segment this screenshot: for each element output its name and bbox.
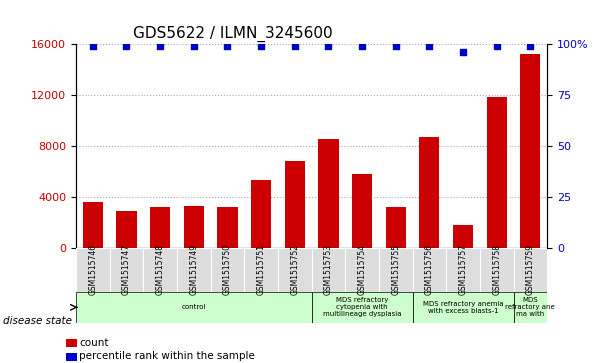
Text: GSM1515754: GSM1515754 (358, 244, 367, 295)
Bar (150, 207, 170, 248)
Bar (251, 180, 271, 248)
Point (391, 43, 401, 49)
Point (458, 49, 468, 55)
Text: GSM1515748: GSM1515748 (156, 244, 165, 295)
Bar (514, 248, 547, 291)
Bar (218, 207, 238, 248)
Bar (76, 291, 311, 323)
Bar (385, 207, 406, 248)
Bar (116, 211, 137, 248)
Bar (184, 206, 204, 248)
Bar (520, 54, 541, 248)
Text: GSM1515750: GSM1515750 (223, 244, 232, 295)
Text: GSM1515756: GSM1515756 (425, 244, 434, 295)
Text: GSM1515749: GSM1515749 (189, 244, 198, 295)
Text: control: control (182, 304, 206, 310)
Bar (453, 225, 473, 248)
Text: disease state: disease state (3, 316, 72, 326)
Point (122, 43, 131, 49)
Point (290, 43, 300, 49)
Bar (177, 248, 210, 291)
Text: MDS
refractory ane
ma with: MDS refractory ane ma with (505, 297, 555, 317)
Point (189, 43, 199, 49)
Bar (244, 248, 278, 291)
Bar (285, 161, 305, 248)
Text: GSM1515753: GSM1515753 (324, 244, 333, 295)
Point (323, 43, 333, 49)
Text: GSM1515752: GSM1515752 (290, 244, 299, 295)
Bar (319, 139, 339, 248)
Text: GSM1515746: GSM1515746 (88, 244, 97, 295)
Point (492, 43, 502, 49)
Text: percentile rank within the sample: percentile rank within the sample (79, 351, 255, 362)
Bar (345, 248, 379, 291)
Point (424, 43, 434, 49)
Bar (143, 248, 177, 291)
Bar (210, 248, 244, 291)
Bar (352, 174, 372, 248)
Text: MDS refractory
cytopenia with
multilineage dysplasia: MDS refractory cytopenia with multilinea… (323, 297, 401, 317)
Bar (420, 137, 440, 248)
Bar (486, 97, 507, 248)
Bar (379, 248, 413, 291)
Bar (311, 291, 413, 323)
Text: GSM1515759: GSM1515759 (526, 244, 535, 295)
Text: GDS5622 / ILMN_3245600: GDS5622 / ILMN_3245600 (133, 26, 332, 42)
Bar (413, 248, 446, 291)
Bar (278, 248, 311, 291)
Point (88, 43, 98, 49)
Text: GSM1515751: GSM1515751 (257, 244, 266, 295)
Point (223, 43, 232, 49)
Text: GSM1515758: GSM1515758 (492, 244, 501, 295)
Point (525, 43, 535, 49)
Text: GSM1515747: GSM1515747 (122, 244, 131, 295)
Bar (446, 248, 480, 291)
Bar (83, 202, 103, 248)
Point (358, 43, 367, 49)
Text: count: count (79, 338, 109, 348)
Bar (480, 248, 514, 291)
Text: GSM1515757: GSM1515757 (458, 244, 468, 295)
Text: MDS refractory anemia
with excess blasts-1: MDS refractory anemia with excess blasts… (423, 301, 503, 314)
Bar (514, 291, 547, 323)
Bar (413, 291, 514, 323)
Text: GSM1515755: GSM1515755 (391, 244, 400, 295)
Point (256, 43, 266, 49)
Point (155, 43, 165, 49)
Bar (109, 248, 143, 291)
Bar (311, 248, 345, 291)
Bar (76, 248, 109, 291)
